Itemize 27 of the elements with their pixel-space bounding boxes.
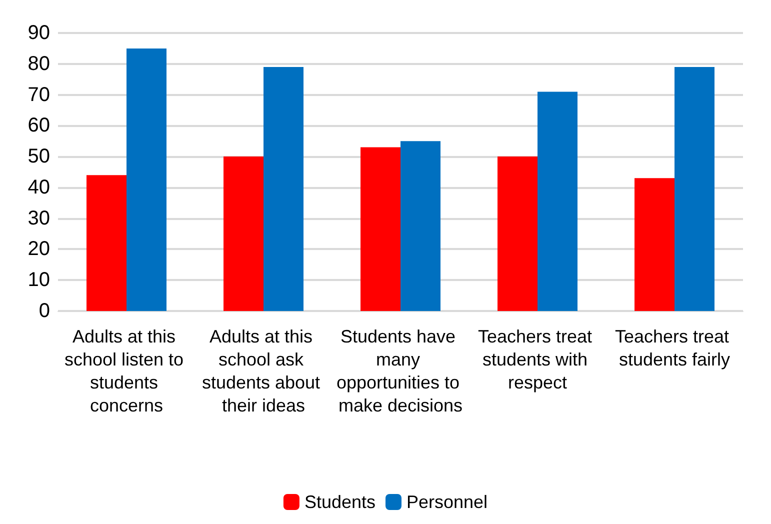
x-tick-label: Students have many opportunities to make decisions (336, 326, 465, 416)
y-tick-label: 50 (28, 146, 50, 168)
bar (674, 66, 714, 311)
bar (634, 178, 674, 311)
x-tick-label: Teachers treat students fairly (614, 326, 734, 370)
bar (538, 92, 578, 311)
y-tick-label: 80 (28, 52, 50, 75)
legend-label: Personnel (406, 492, 488, 512)
x-tick-label: Adults at this school listen to students concerns (64, 326, 189, 416)
y-tick-label: 40 (28, 176, 50, 198)
y-tick-label: 20 (28, 238, 50, 260)
bar (86, 175, 126, 311)
bar (264, 66, 304, 311)
y-tick-label: 30 (28, 207, 50, 230)
bar (224, 156, 264, 311)
y-tick-label: 70 (28, 84, 50, 106)
bar (498, 156, 538, 311)
y-tick-label: 90 (28, 22, 50, 44)
bar (126, 48, 166, 311)
bar (360, 147, 400, 311)
x-tick-label: Adults at this school ask students about their ideas (202, 326, 326, 416)
legend-label: Students (304, 492, 376, 512)
y-tick-label: 60 (28, 114, 50, 137)
y-tick-label: 10 (28, 269, 50, 292)
x-tick-label: Teachers treat students with respect (478, 326, 598, 392)
bar (400, 141, 440, 311)
y-tick-label: 0 (38, 300, 50, 322)
